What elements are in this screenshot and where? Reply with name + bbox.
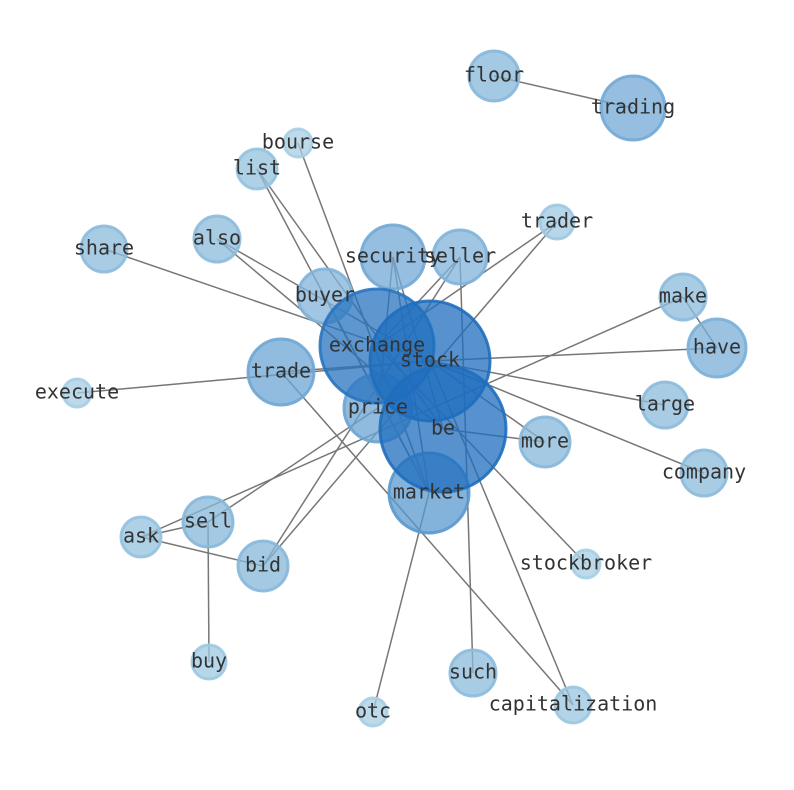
- node-label: such: [449, 660, 497, 684]
- node-label: also: [193, 226, 241, 250]
- node: [378, 364, 508, 494]
- node-label: price: [348, 395, 408, 419]
- node: [282, 127, 314, 159]
- node: [192, 214, 242, 264]
- node-label: trader: [521, 209, 593, 233]
- node-label: exchange: [329, 333, 425, 357]
- node-label: trade: [251, 359, 311, 383]
- node: [119, 515, 163, 559]
- node: [467, 49, 521, 103]
- node: [448, 648, 498, 698]
- node: [553, 685, 593, 725]
- node: [61, 377, 93, 409]
- node-label: make: [659, 284, 707, 308]
- node: [181, 495, 235, 549]
- node-label: large: [635, 392, 695, 416]
- node-label: share: [74, 236, 134, 260]
- node: [686, 317, 748, 379]
- node-label: ask: [123, 524, 159, 548]
- node-label: buy: [191, 649, 227, 673]
- nodes: stockbeexchangemarketpricetradesecuritys…: [35, 49, 748, 728]
- node-label: market: [393, 480, 465, 504]
- node-label: otc: [355, 699, 391, 723]
- node: [246, 337, 316, 407]
- node-label: capitalization: [489, 692, 658, 716]
- node-label: trading: [591, 95, 675, 119]
- node-label: buyer: [295, 283, 355, 307]
- node: [640, 380, 690, 430]
- node: [431, 228, 489, 286]
- node: [679, 448, 729, 498]
- node-label: bourse: [262, 130, 334, 154]
- node-label: security: [345, 244, 441, 268]
- node: [538, 203, 576, 241]
- node: [190, 643, 228, 681]
- node-label: seller: [424, 244, 496, 268]
- node: [79, 224, 129, 274]
- node-label: company: [662, 460, 746, 484]
- node: [518, 415, 572, 469]
- node-label: more: [521, 429, 569, 453]
- node: [658, 272, 708, 322]
- node: [570, 548, 602, 580]
- node-label: stock: [400, 348, 460, 372]
- node: [359, 223, 427, 291]
- node: [357, 696, 389, 728]
- node-label: have: [693, 335, 741, 359]
- node: [599, 74, 667, 142]
- node-label: sell: [184, 509, 232, 533]
- node-label: list: [233, 156, 281, 180]
- node-label: stockbroker: [520, 551, 652, 575]
- node-label: execute: [35, 380, 119, 404]
- node: [235, 147, 279, 191]
- edge: [280, 371, 574, 706]
- node-label: bid: [245, 553, 281, 577]
- node-label: be: [431, 416, 455, 440]
- node-label: floor: [464, 63, 524, 87]
- node: [236, 539, 290, 593]
